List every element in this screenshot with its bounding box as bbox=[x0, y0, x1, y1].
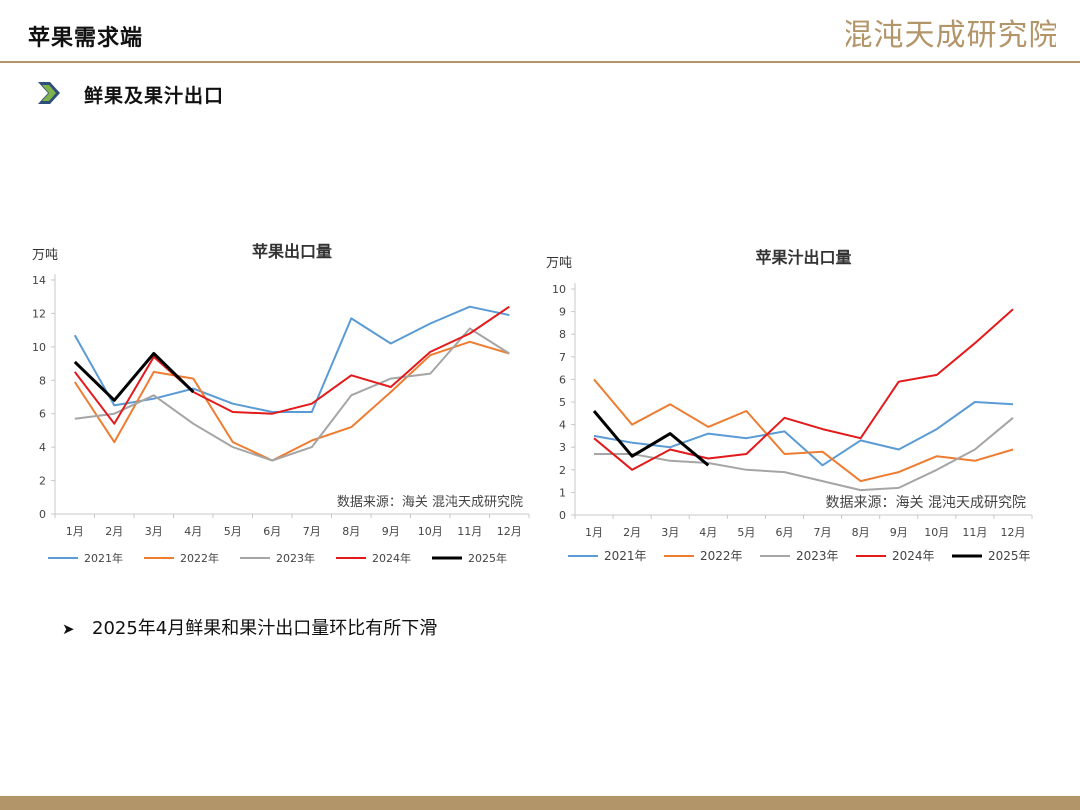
chart0-y-tick-label: 6 bbox=[39, 408, 46, 421]
chart1-x-tick-label: 11月 bbox=[962, 526, 987, 539]
chart1-x-tick-label: 9月 bbox=[890, 526, 908, 539]
chart0-y-tick-label: 4 bbox=[39, 441, 46, 454]
chart0-y-tick-label: 10 bbox=[32, 341, 46, 354]
bullet-point: ➤ 2025年4月鲜果和果汁出口量环比有所下滑 bbox=[62, 614, 437, 640]
arrow-bullet-icon: ➤ bbox=[62, 620, 75, 638]
chart1-y-tick-label: 8 bbox=[559, 328, 566, 341]
chart1-y-tick-label: 2 bbox=[559, 464, 566, 477]
chart1-x-tick-label: 12月 bbox=[1000, 526, 1025, 539]
logo-text: 混沌天成研究院 bbox=[846, 18, 1056, 53]
apple-export-chart: 苹果出口量 万吨 0 2 4 6 8 10 12 14 1月 2月 3月 4月 5月 6月 7月 8月 9月 10月 1… bbox=[26, 236, 540, 576]
chart1-x-tick-label: 1月 bbox=[585, 526, 603, 539]
chart0-x-tick-label: 9月 bbox=[382, 525, 400, 538]
chart0-x-tick-label: 4月 bbox=[184, 525, 202, 538]
chart1-y-tick-label: 7 bbox=[559, 351, 566, 364]
chart1-unit-label: 万吨 bbox=[546, 256, 572, 271]
chart0-legend-label: 2023年 bbox=[276, 551, 315, 565]
chart1-y-tick-label: 9 bbox=[559, 306, 566, 319]
chart0-x-tick-label: 8月 bbox=[342, 525, 360, 538]
chart0-series-line-2 bbox=[74, 327, 510, 462]
chart0-x-tick-label: 7月 bbox=[303, 525, 321, 538]
chart1-y-tick-label: 6 bbox=[559, 373, 566, 386]
chart0-x-tick-label: 1月 bbox=[66, 525, 84, 538]
chart1-y-tick-label: 10 bbox=[552, 283, 566, 296]
header-divider bbox=[0, 61, 1080, 63]
chart1-series-line-1 bbox=[593, 378, 1014, 483]
chart0-y-tick-label: 0 bbox=[39, 508, 46, 521]
chart1-x-tick-label: 3月 bbox=[661, 526, 679, 539]
chart1-legend-label: 2025年 bbox=[988, 549, 1031, 563]
chart0-series-line-4 bbox=[73, 352, 195, 402]
chart1-x-tick-label: 5月 bbox=[737, 526, 755, 539]
page-title: 苹果需求端 bbox=[28, 26, 144, 51]
apple-juice-export-chart: 苹果汁出口量 万吨 0 1 2 3 4 5 6 7 8 9 10 1月 2月 3月 4月 5月 6月 7月 8月 9月 10… bbox=[540, 236, 1054, 576]
chart1-legend-label: 2021年 bbox=[604, 549, 647, 563]
chart1-source-note: 数据来源：海关 混沌天成研究院 bbox=[826, 495, 1026, 511]
chart1-y-tick-label: 5 bbox=[559, 396, 566, 409]
chart1-legend-label: 2024年 bbox=[892, 549, 935, 563]
chart0-x-tick-label: 11月 bbox=[457, 525, 482, 538]
apple-juice-export-chart-svg: 苹果汁出口量 万吨 0 1 2 3 4 5 6 7 8 9 10 1月 2月 3月 4月 5月 6月 7月 8月 9月 10… bbox=[546, 248, 1033, 563]
chart1-x-tick-label: 2月 bbox=[623, 526, 641, 539]
chart1-y-tick-label: 4 bbox=[559, 419, 566, 432]
chart0-x-tick-label: 10月 bbox=[418, 525, 443, 538]
chart1-title: 苹果汁出口量 bbox=[755, 248, 851, 267]
chart1-x-tick-label: 8月 bbox=[852, 526, 870, 539]
chart0-x-tick-label: 2月 bbox=[105, 525, 123, 538]
institute-logo: 混沌天成研究院 bbox=[846, 18, 1056, 53]
chart0-source-note: 数据来源：海关 混沌天成研究院 bbox=[337, 495, 523, 510]
chart1-y-tick-label: 1 bbox=[559, 486, 566, 499]
apple-export-chart-svg: 苹果出口量 万吨 0 2 4 6 8 10 12 14 1月 2月 3月 4月 5月 6月 7月 8月 9月 10月 1… bbox=[32, 242, 530, 565]
chart0-title: 苹果出口量 bbox=[252, 242, 332, 261]
chart0-x-tick-label: 12月 bbox=[497, 525, 522, 538]
chart1-y-tick-label: 0 bbox=[559, 509, 566, 522]
chart0-x-tick-label: 6月 bbox=[263, 525, 281, 538]
bullet-text: 2025年4月鲜果和果汁出口量环比有所下滑 bbox=[92, 618, 438, 639]
chart0-legend-label: 2024年 bbox=[372, 551, 411, 565]
chart0-y-tick-label: 8 bbox=[39, 374, 46, 387]
chart0-series-line-1 bbox=[73, 340, 510, 462]
chevron-right-icon bbox=[38, 82, 60, 104]
chart0-series-line-0 bbox=[73, 305, 510, 413]
chart0-y-tick-label: 12 bbox=[32, 307, 46, 320]
chart1-series-line-4 bbox=[592, 410, 710, 467]
chart0-x-tick-label: 3月 bbox=[145, 525, 163, 538]
chart0-legend-label: 2022年 bbox=[180, 551, 219, 565]
chart1-y-tick-label: 3 bbox=[559, 441, 566, 454]
chart0-y-tick-label: 14 bbox=[32, 274, 46, 287]
footer-bar bbox=[0, 796, 1080, 810]
chart1-legend-label: 2022年 bbox=[700, 549, 743, 563]
chart0-unit-label: 万吨 bbox=[32, 248, 58, 263]
chart1-series-line-0 bbox=[593, 401, 1014, 467]
chart0-series-line-3 bbox=[74, 305, 510, 425]
chart1-x-tick-label: 6月 bbox=[775, 526, 793, 539]
chart1-x-tick-label: 7月 bbox=[814, 526, 832, 539]
chart0-legend-label: 2021年 bbox=[84, 551, 123, 565]
chart1-legend-label: 2023年 bbox=[796, 549, 839, 563]
section-title: 鲜果及果汁出口 bbox=[84, 85, 225, 107]
chart1-series-line-3 bbox=[593, 308, 1014, 471]
chart0-x-tick-label: 5月 bbox=[224, 525, 242, 538]
chart1-x-tick-label: 4月 bbox=[699, 526, 717, 539]
chart0-y-tick-label: 2 bbox=[39, 475, 46, 488]
chart0-legend-label: 2025年 bbox=[468, 551, 507, 565]
chart1-x-tick-label: 10月 bbox=[924, 526, 949, 539]
chart1-series-line-2 bbox=[594, 417, 1014, 492]
